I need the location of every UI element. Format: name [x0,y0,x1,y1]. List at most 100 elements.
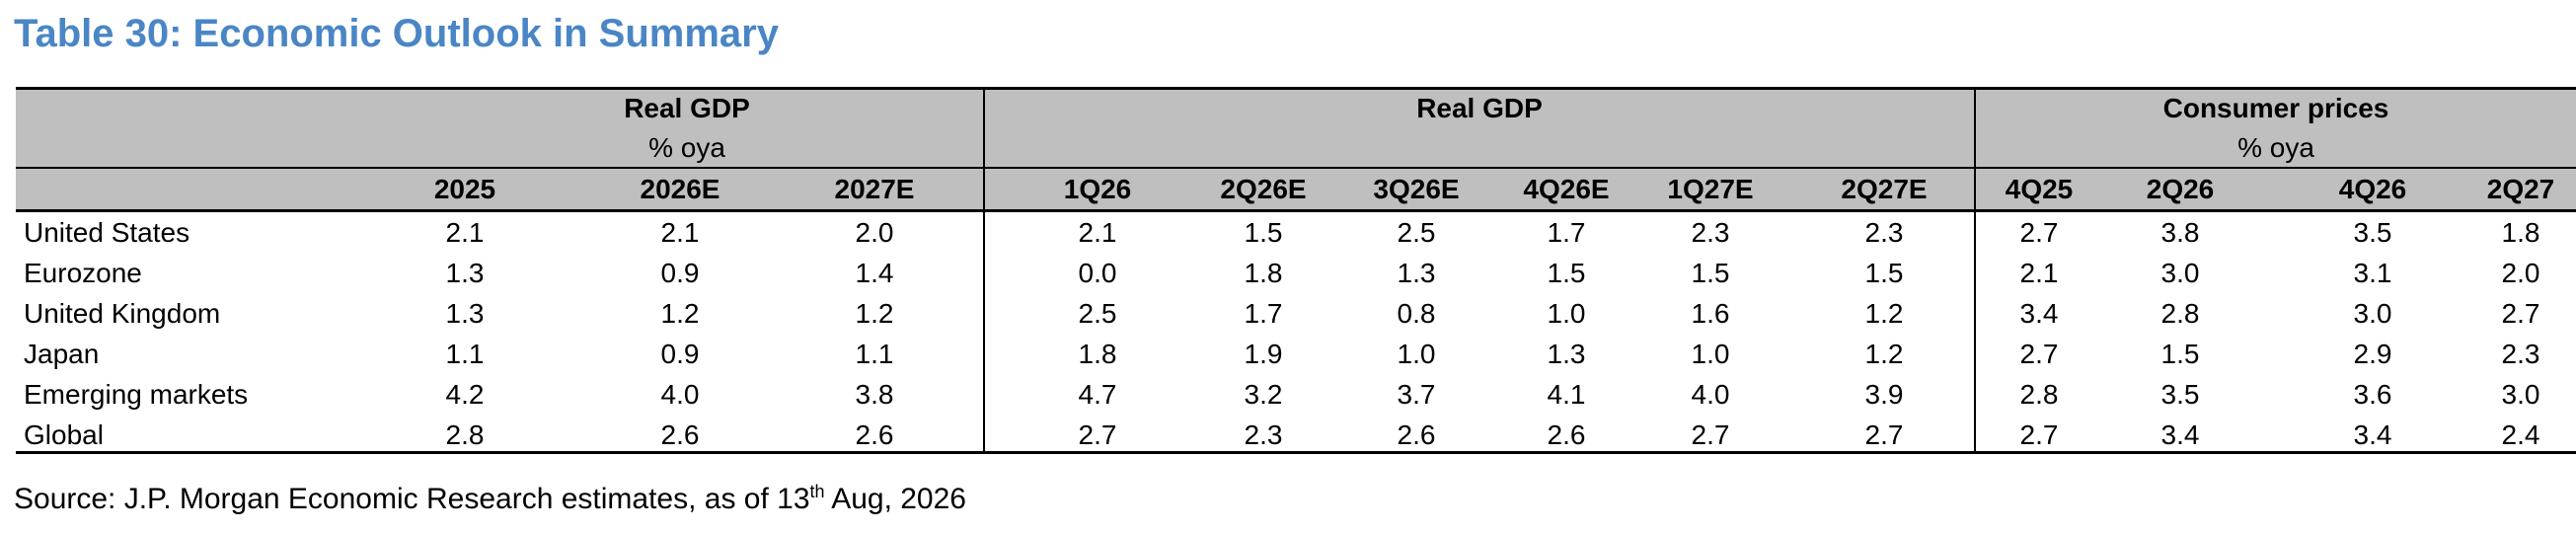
row-label: Global [24,419,104,450]
table-cell: 3.5 [2160,379,2200,410]
table-cell: 1.1 [445,339,485,369]
table-cell: 1.3 [445,298,485,329]
table-cell: 1.0 [1547,298,1586,329]
table-cell: 3.0 [2160,258,2200,288]
column-header: 2Q26E [1220,174,1307,204]
table-group-rule [16,167,2576,169]
table-cell: 1.3 [1397,258,1436,288]
table-cell: 3.1 [2353,258,2392,288]
table-cell: 3.0 [2501,379,2540,410]
table-cell: 1.5 [1244,217,1283,248]
table-cell: 2.4 [2501,419,2540,450]
table-cell: 4.0 [1691,379,1730,410]
group-header-real-gdp-annual: Real GDP % oya [440,89,934,168]
row-label: United Kingdom [24,298,221,329]
table-cell: 2.7 [1078,419,1117,450]
column-header: 2027E [834,174,915,204]
table-cell: 1.6 [1691,298,1730,329]
column-header: 1Q27E [1667,174,1754,204]
table-bottom-rule [16,451,2576,454]
table-cell: 1.5 [1547,258,1586,288]
table-cell: 2.1 [2019,258,2059,288]
group-header-real-gdp-quarterly: Real GDP [985,89,1974,128]
row-label: Emerging markets [24,379,249,410]
table-cell: 2.5 [1397,217,1436,248]
table-cell: 2.7 [2019,339,2059,369]
table-cell: 4.2 [445,379,485,410]
table-cell: 3.9 [1864,379,1904,410]
table-cell: 2.3 [2501,339,2540,369]
table-cell: 3.4 [2160,419,2200,450]
column-header: 2Q26 [2146,174,2215,204]
table-cell: 2.3 [1244,419,1283,450]
source-text: Source: J.P. Morgan Economic Research es… [14,483,810,515]
group-title: Real GDP [624,93,750,123]
group-title: Real GDP [1416,93,1543,123]
table-cell: 1.9 [1244,339,1283,369]
column-header: 2025 [433,174,496,204]
table-header-rule [16,209,2576,212]
table-cell: 2.6 [1397,419,1436,450]
group-header-consumer-prices: Consumer prices % oya [1976,89,2576,168]
table-row: United Kingdom 1.3 1.2 1.2 2.5 1.7 0.8 1… [16,293,2576,334]
table-header-background [16,90,2576,212]
table-cell: 2.0 [855,217,894,248]
table-cell: 1.2 [855,298,894,329]
table-cell: 1.3 [1547,339,1586,369]
table-cell: 2.8 [445,419,485,450]
column-header: 2Q27 [2486,174,2555,204]
table-cell: 2.3 [1691,217,1730,248]
table-cell: 2.1 [445,217,485,248]
source-note: Source: J.P. Morgan Economic Research es… [14,482,966,516]
table-cell: 2.1 [1078,217,1117,248]
table-cell: 4.1 [1547,379,1586,410]
table-cell: 3.4 [2019,298,2059,329]
source-ordinal-suffix: th [809,482,825,501]
table-cell: 2.7 [2019,419,2059,450]
column-divider [1974,87,1976,454]
table-cell: 1.8 [2501,217,2540,248]
table-cell: 3.4 [2353,419,2392,450]
row-label: Japan [24,339,100,369]
table-row: Emerging markets 4.2 4.0 3.8 4.7 3.2 3.7… [16,374,2576,415]
table-cell: 2.6 [1547,419,1586,450]
table-cell: 0.8 [1397,298,1436,329]
table-cell: 2.5 [1078,298,1117,329]
table-cell: 2.6 [660,419,700,450]
row-label: Eurozone [24,258,142,288]
table-cell: 1.0 [1691,339,1730,369]
table-cell: 1.8 [1244,258,1283,288]
row-label: United States [24,217,190,248]
table-cell: 1.0 [1397,339,1436,369]
table-cell: 0.9 [660,339,700,369]
table-cell: 3.0 [2353,298,2392,329]
table-cell: 2.7 [2019,217,2059,248]
table-row: Global 2.8 2.6 2.6 2.7 2.3 2.6 2.6 2.7 2… [16,415,2576,455]
table-cell: 3.5 [2353,217,2392,248]
table-cell: 3.7 [1397,379,1436,410]
column-header: 4Q25 [2005,174,2074,204]
source-date: Aug, 2026 [824,483,966,515]
column-header: 3Q26E [1373,174,1460,204]
table-cell: 2.1 [660,217,700,248]
column-divider [983,87,985,454]
table-cell: 1.4 [855,258,894,288]
table-cell: 1.3 [445,258,485,288]
table-cell: 1.5 [1691,258,1730,288]
table-cell: 1.5 [2160,339,2200,369]
column-header: 2Q27E [1841,174,1928,204]
table-cell: 4.7 [1078,379,1117,410]
table-cell: 0.9 [660,258,700,288]
table-cell: 2.9 [2353,339,2392,369]
table-cell: 1.2 [1864,298,1904,329]
column-header: 4Q26E [1523,174,1610,204]
table-cell: 0.0 [1078,258,1117,288]
table-cell: 2.7 [1691,419,1730,450]
group-title: Consumer prices [2162,93,2389,123]
table-cell: 1.2 [660,298,700,329]
table-cell: 3.8 [2160,217,2200,248]
column-header: 1Q26 [1063,174,1132,204]
table-row: Eurozone 1.3 0.9 1.4 0.0 1.8 1.3 1.5 1.5… [16,253,2576,293]
group-subtitle: % oya [648,132,725,163]
table-cell: 3.6 [2353,379,2392,410]
